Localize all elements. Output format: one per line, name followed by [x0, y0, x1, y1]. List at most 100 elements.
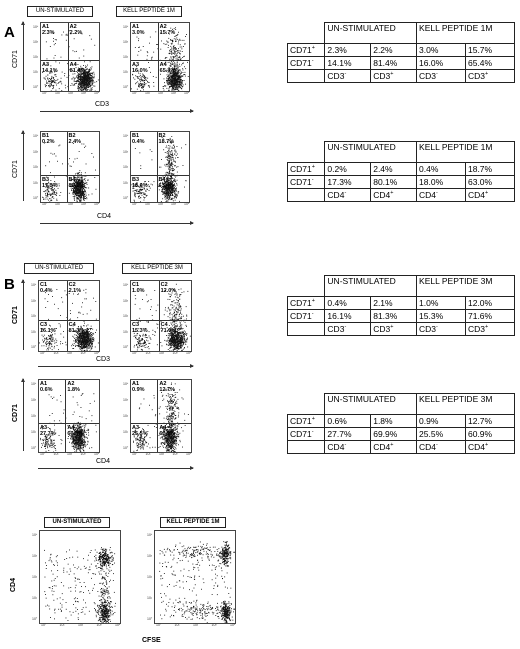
event-dot [54, 79, 55, 81]
event-dot [170, 180, 172, 182]
event-dot [169, 50, 171, 52]
event-dot [41, 345, 43, 347]
event-dot [82, 89, 84, 91]
event-dot [49, 184, 51, 186]
event-dot [80, 338, 82, 340]
event-dot [176, 338, 178, 340]
event-dot [149, 187, 151, 189]
event-dot [85, 343, 87, 345]
event-dot [52, 296, 53, 297]
event-dot [57, 187, 59, 189]
event-dot [88, 338, 89, 339]
event-dot [171, 344, 172, 346]
event-dot [80, 346, 82, 348]
event-dot [172, 174, 174, 175]
event-dot [181, 82, 183, 84]
event-dot [83, 79, 85, 81]
y-tick-label: 10² [33, 165, 39, 169]
event-dot [77, 76, 79, 78]
event-dot [82, 185, 83, 187]
event-dot [145, 189, 147, 191]
event-dot [161, 137, 163, 138]
quadrant-label: B1 0.4% [132, 133, 145, 145]
event-dot [170, 84, 172, 86]
event-dot [177, 81, 178, 82]
event-dot [172, 188, 174, 189]
event-dot [79, 180, 80, 182]
event-dot [169, 340, 171, 342]
event-dot [84, 190, 86, 192]
event-dot [147, 80, 148, 82]
event-dot [79, 190, 81, 192]
quadrant-percent: 65.4% [159, 68, 176, 75]
event-dot [169, 78, 171, 80]
event-dot [178, 328, 180, 329]
event-dot [134, 183, 136, 185]
event-dot [174, 337, 175, 339]
event-dot [84, 347, 85, 349]
event-dot [168, 78, 170, 79]
event-dot [76, 172, 78, 174]
event-dot [164, 58, 166, 59]
event-dot [175, 332, 176, 334]
event-dot [46, 80, 47, 82]
event-dot [175, 345, 177, 347]
event-dot [174, 75, 176, 77]
event-dot [79, 333, 81, 335]
event-dot [173, 78, 175, 80]
event-dot [180, 338, 182, 340]
event-dot [76, 75, 78, 76]
event-dot [160, 48, 162, 50]
event-dot [78, 75, 80, 77]
event-dot [52, 186, 54, 188]
event-dot [145, 195, 147, 197]
event-dot [76, 184, 78, 186]
event-dot [168, 37, 170, 39]
event-dot [82, 70, 84, 72]
event-dot [88, 342, 90, 344]
event-dot [79, 337, 80, 339]
event-dot [79, 74, 81, 76]
event-dot [169, 189, 171, 191]
event-dot [50, 200, 52, 202]
event-dot [73, 184, 75, 186]
event-dot [174, 336, 176, 338]
event-dot [77, 178, 79, 180]
quadrant-label: A1 2.3% [42, 24, 55, 36]
event-dot [78, 73, 80, 75]
event-dot [171, 79, 172, 81]
plot-header: KELL PEPTIDE 3M [122, 263, 192, 274]
event-dot [86, 66, 88, 68]
event-dot [78, 340, 80, 342]
event-dot [65, 294, 67, 296]
event-dot [163, 183, 164, 185]
event-dot [65, 39, 67, 41]
event-dot [87, 333, 89, 335]
event-dot [75, 181, 77, 183]
event-dot [80, 333, 81, 335]
event-dot [53, 86, 54, 88]
event-dot [61, 71, 63, 73]
y-tick-label: 10² [123, 165, 129, 169]
event-dot [176, 56, 178, 58]
event-dot [75, 329, 77, 331]
event-dot [78, 68, 80, 70]
event-dot [146, 188, 148, 190]
event-dot [82, 83, 84, 84]
event-dot [84, 298, 86, 300]
event-dot [176, 85, 177, 86]
event-dot [72, 182, 74, 184]
event-dot [139, 188, 141, 190]
event-dot [49, 337, 51, 339]
event-dot [175, 55, 176, 57]
quadrant-id: A1 [132, 24, 140, 30]
event-dot [74, 196, 76, 198]
event-dot [168, 328, 169, 330]
event-dot [72, 192, 73, 194]
y-axis-label: CD71 [12, 50, 19, 68]
event-dot [79, 346, 81, 347]
event-dot [89, 89, 91, 91]
event-dot [81, 185, 82, 186]
event-dot [169, 147, 171, 149]
event-dot [86, 86, 87, 88]
